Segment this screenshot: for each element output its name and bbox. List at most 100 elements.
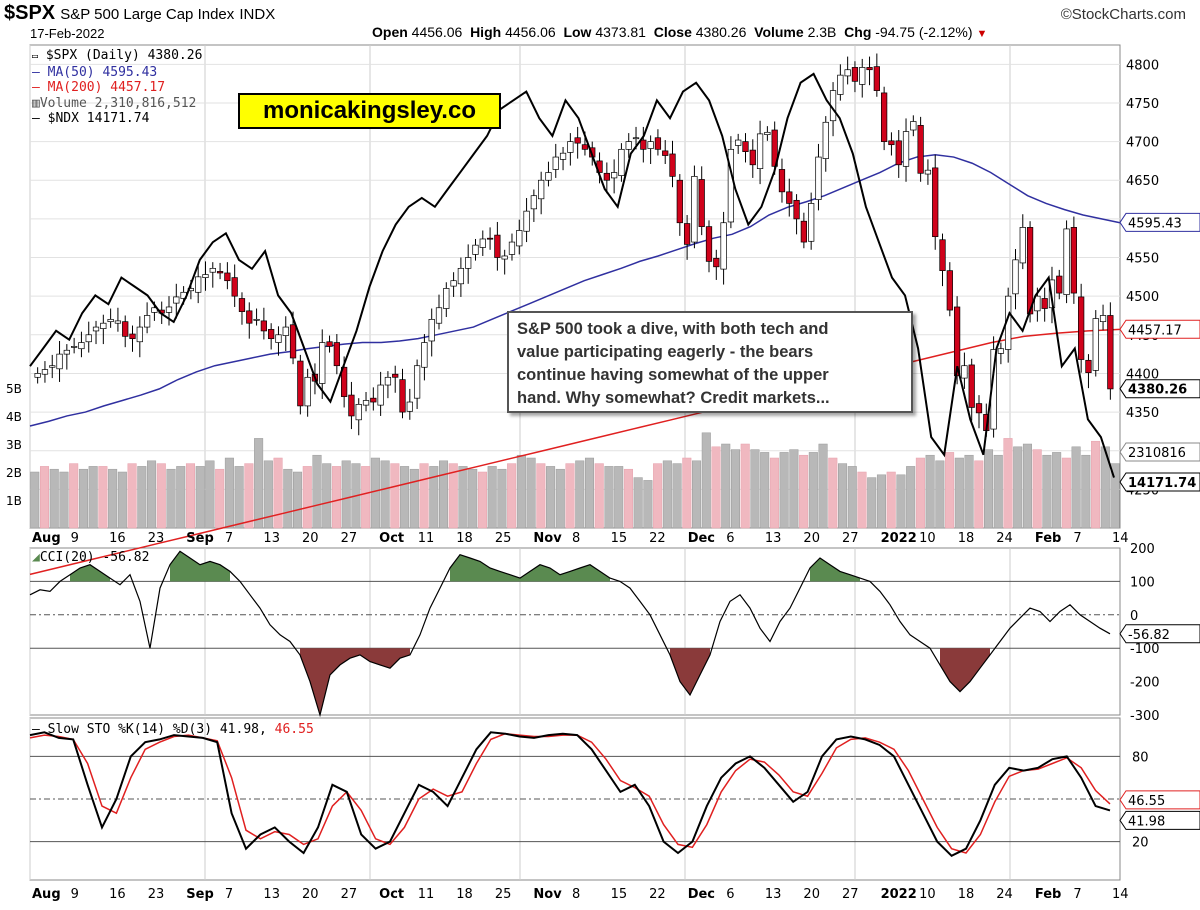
candle-body — [961, 365, 968, 379]
volume-bar — [1110, 463, 1120, 529]
ndx-line — [29, 72, 1115, 478]
candle-body — [902, 131, 910, 167]
volume-bar — [653, 463, 663, 529]
price-x-label: 16 — [109, 531, 126, 546]
candle-body — [238, 298, 246, 312]
legend-ma200-label: MA(200) 4457.17 — [47, 80, 166, 95]
chg-label: Chg — [844, 24, 872, 40]
tag-ma50-box — [1119, 212, 1200, 232]
sto-x-label: Sep — [186, 887, 214, 902]
price-x-label: Feb — [1035, 531, 1061, 546]
volume-bar — [945, 452, 955, 529]
volume-bar — [974, 460, 984, 529]
chg-value: -94.75 (-2.12%) — [875, 24, 973, 40]
candle-body — [735, 139, 742, 146]
candle-body — [209, 267, 216, 273]
cci-fill-negative — [310, 648, 320, 715]
sto-x-label: Feb — [1035, 887, 1061, 902]
candle-body — [1063, 228, 1070, 295]
volume-bar — [176, 466, 186, 529]
sto-x-label: 7 — [225, 887, 233, 902]
cci-fill-positive — [220, 564, 230, 582]
sto-x-label: 11 — [418, 887, 435, 902]
volume-bar — [935, 460, 945, 529]
price-x-label: 20 — [302, 531, 319, 546]
volume-bar — [906, 466, 916, 529]
price-x-label: 7 — [1073, 531, 1081, 546]
legend-spx-label: $SPX (Daily) 4380.26 — [45, 48, 203, 63]
volume-bar — [750, 449, 760, 529]
sto-x-label: 15 — [611, 887, 628, 902]
volume-bar — [818, 443, 828, 529]
candle-body — [822, 121, 829, 159]
cci-fill-negative — [380, 648, 390, 669]
candle-body — [465, 257, 472, 269]
tag-ma50: 4595.43 — [1119, 212, 1200, 232]
stockcharts-brand[interactable]: ©StockCharts.com — [1060, 6, 1186, 23]
volume-bar — [1081, 454, 1091, 529]
price-x-label: 7 — [225, 531, 233, 546]
volume-bar — [195, 466, 205, 529]
volume-bar — [633, 477, 643, 529]
cci-fill-positive — [540, 564, 550, 582]
candle-body — [253, 318, 260, 321]
sto-x-label: 25 — [495, 887, 512, 902]
sto-x-label: 16 — [109, 887, 126, 902]
candle-body — [764, 131, 771, 135]
annotation-callout: S&P 500 took a dive, with both tech and … — [507, 311, 913, 413]
volume-bar — [964, 454, 974, 529]
open-label: Open — [372, 24, 408, 40]
cci-fill-positive — [580, 564, 590, 582]
price-x-label: 11 — [418, 531, 435, 546]
volume-bar — [39, 466, 50, 529]
cci-fill-positive — [530, 564, 540, 582]
legend-volume: ▥Volume 2,310,816,512 — [32, 95, 197, 111]
volume-tick-label: 1B — [6, 494, 22, 508]
candle-body — [552, 156, 559, 170]
volume-bar — [925, 454, 935, 529]
volume-tick-label: 4B — [6, 410, 22, 424]
cci-fill-positive — [100, 571, 110, 582]
tag-sto-d: 46.55 — [1119, 790, 1200, 810]
tag-sto-k: 41.98 — [1119, 810, 1200, 830]
volume-bar — [711, 446, 721, 529]
volume-bar — [108, 468, 118, 529]
tag-cci-text: -56.82 — [1128, 628, 1170, 643]
volume-bar — [701, 432, 711, 529]
candle-body — [282, 326, 289, 336]
volume-bar — [439, 460, 449, 529]
sto-x-label: Nov — [533, 887, 562, 902]
candle-body — [392, 373, 399, 378]
candle-body — [71, 346, 78, 348]
open-value: 4456.06 — [411, 24, 463, 40]
price-tick-label: 4700 — [1126, 136, 1159, 151]
sto-k-line — [29, 731, 1111, 858]
candle-body — [859, 67, 866, 85]
price-x-label: 6 — [726, 531, 734, 546]
candle-body — [516, 230, 523, 247]
volume-bar — [166, 468, 176, 529]
candle-body — [1012, 259, 1019, 295]
volume-bar — [224, 457, 234, 529]
volume-bar — [468, 468, 478, 529]
price-x-label: Dec — [688, 531, 715, 546]
volume-bar — [1052, 452, 1062, 529]
cci-fill-positive — [600, 571, 610, 582]
candle-body — [457, 267, 465, 285]
volume-bar — [789, 449, 799, 529]
sto-x-label: 27 — [842, 887, 859, 902]
candle-body — [362, 400, 370, 406]
volume-bar — [273, 457, 283, 529]
candle-body — [435, 307, 443, 324]
cci-fill-positive — [90, 564, 100, 582]
price-x-label: 9 — [71, 531, 79, 546]
tag-sto-k-text: 41.98 — [1128, 814, 1165, 829]
cci-fill-negative — [940, 648, 950, 682]
volume-bar — [380, 460, 390, 529]
cci-fill-negative — [980, 648, 990, 669]
volume-bar — [205, 460, 215, 529]
candle-icon: ▭ — [32, 51, 39, 62]
sto-x-label: 13 — [765, 887, 782, 902]
volume-bar — [156, 463, 166, 529]
candle-body — [494, 234, 501, 258]
